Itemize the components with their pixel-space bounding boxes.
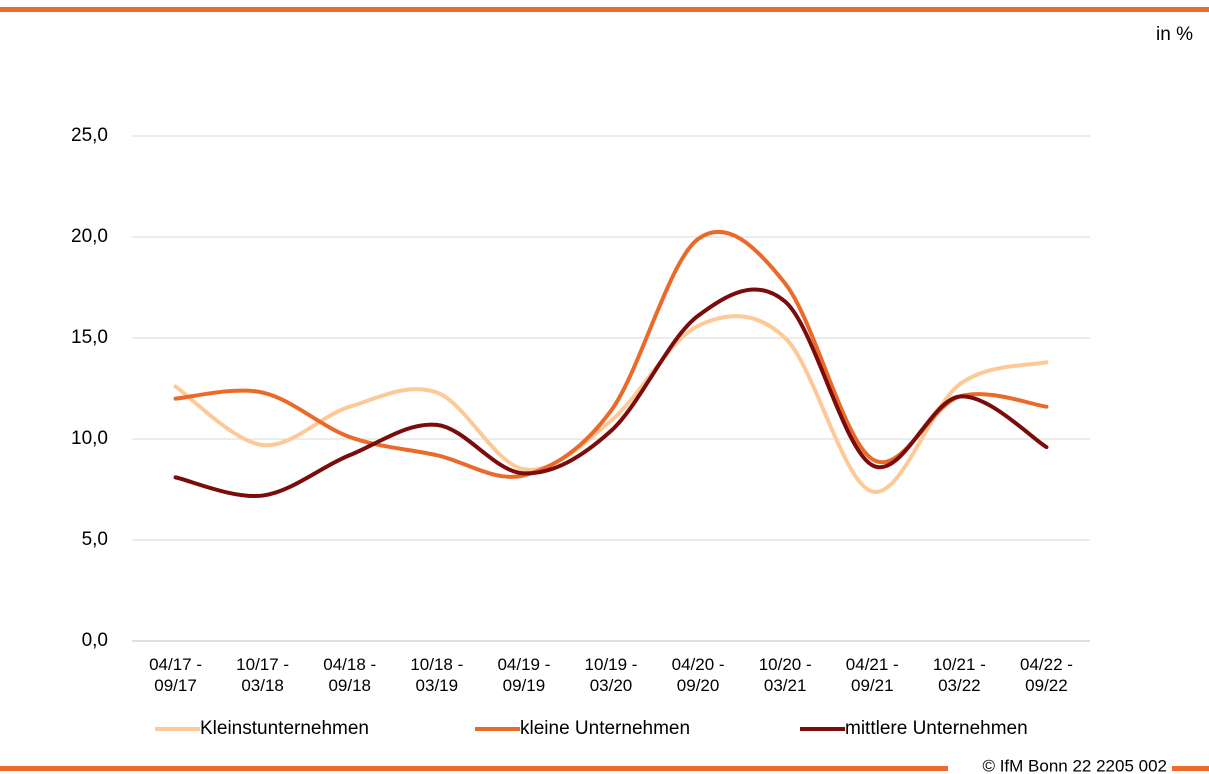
x-tick-label: 04/18 - 09/18 [323,655,377,695]
series-line [173,287,1049,499]
x-tick-label: 04/20 - 09/20 [671,655,725,695]
x-tick-label: 10/20 - 03/21 [758,655,812,695]
y-tick-label: 20,0 [71,226,108,247]
source: © IfM Bonn 22 2205 002 [982,756,1167,774]
x-tick-label: 10/18 - 03/19 [410,655,464,695]
x-tick-label: 04/19 - 09/19 [497,655,551,695]
y-tick-label: 5,0 [82,529,108,550]
x-tick-label: 10/21 - 03/22 [932,655,986,695]
x-tick-label: 04/21 - 09/21 [845,655,899,695]
x-tick-label: 04/22 - 09/22 [1019,655,1073,695]
series-line [173,229,1049,479]
legend-label: mittlere Unternehmen [845,718,1028,739]
y-tick-label: 25,0 [71,125,108,146]
bottom-bar [1172,766,1209,771]
series-line [173,314,1049,494]
x-tick-label: 10/19 - 03/20 [584,655,638,695]
bottom-bar [0,766,948,771]
x-tick-label: 10/17 - 03/18 [236,655,290,695]
legend-label: kleine Unternehmen [520,718,690,739]
top-bar [0,7,1209,12]
legend-label: Kleinstunternehmen [200,718,369,739]
unit-label: in % [1156,24,1193,45]
y-tick-label: 15,0 [71,327,108,348]
x-tick-label: 04/17 - 09/17 [149,655,202,695]
y-tick-label: 10,0 [71,428,108,449]
y-tick-label: 0,0 [82,630,108,651]
